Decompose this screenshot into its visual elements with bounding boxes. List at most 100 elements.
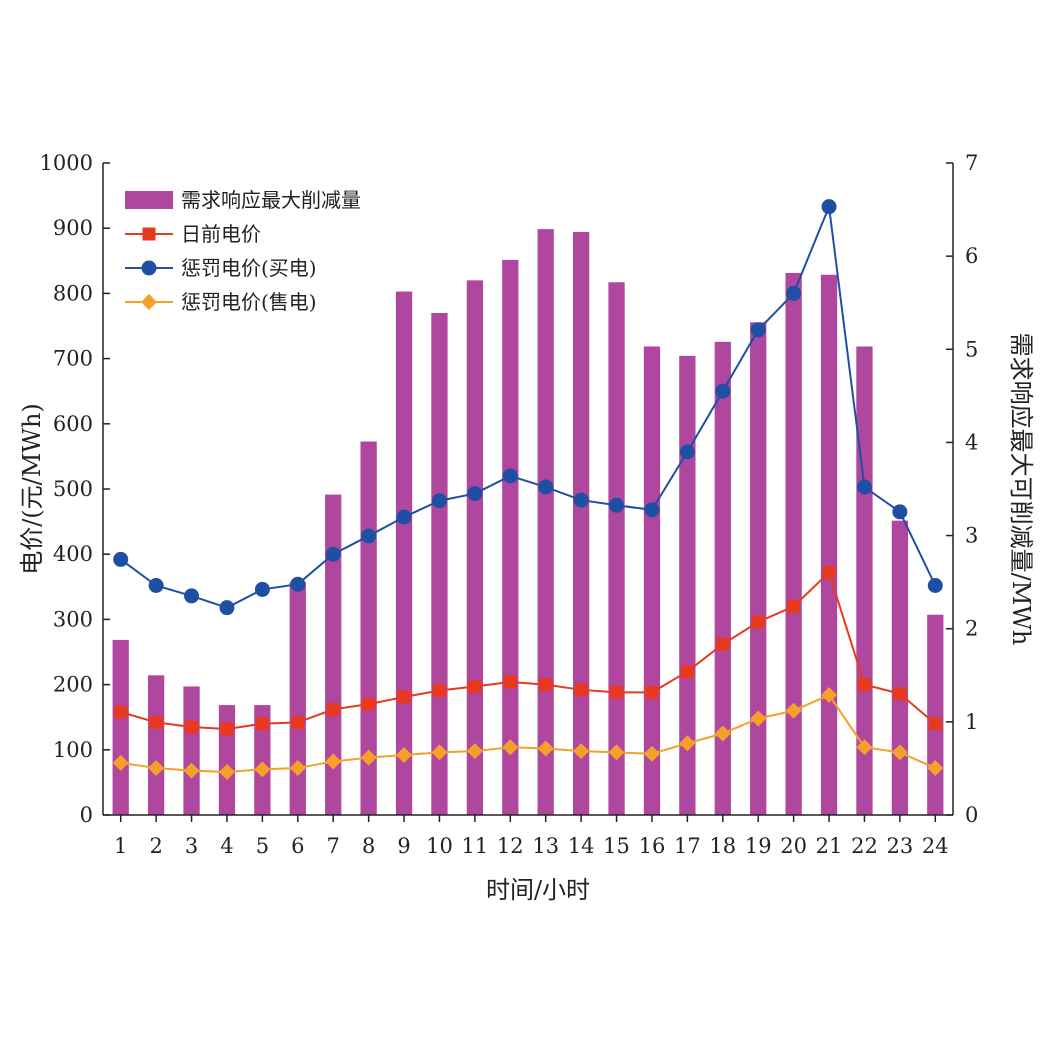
point-circle-21 <box>821 199 837 215</box>
point-circle-3 <box>184 588 200 604</box>
point-circle-1 <box>113 551 129 567</box>
point-square-6 <box>291 715 305 729</box>
y-tick-label-left: 600 <box>53 412 93 436</box>
bar-5 <box>254 705 271 815</box>
point-circle-5 <box>254 581 270 597</box>
point-square-2 <box>149 715 163 729</box>
y-tick-label-left: 1000 <box>40 151 93 175</box>
y-tick-label-left: 0 <box>80 803 93 827</box>
point-square-14 <box>574 683 588 697</box>
point-diamond-4 <box>218 763 235 780</box>
x-tick-label: 4 <box>220 834 233 858</box>
bar-4 <box>218 705 236 815</box>
y-tick-label-left: 500 <box>53 477 93 501</box>
line-series-2 <box>120 693 936 773</box>
point-diamond-22 <box>856 739 873 756</box>
x-tick-label: 17 <box>674 834 701 858</box>
point-diamond-14 <box>573 743 590 760</box>
x-tick-label: 20 <box>780 834 807 858</box>
line-series-0 <box>120 570 936 730</box>
axes: 0100200300400500600700800900100001234567… <box>40 151 979 858</box>
point-square-9 <box>397 690 411 704</box>
x-tick-label: 3 <box>185 834 198 858</box>
bar-1 <box>112 639 129 815</box>
point-square-12 <box>503 675 517 689</box>
point-diamond-13 <box>537 740 554 757</box>
y-tick-label-left: 400 <box>53 542 93 566</box>
point-square-23 <box>893 687 907 701</box>
point-circle-24 <box>927 577 943 593</box>
y-tick-label-right: 7 <box>965 151 978 175</box>
point-diamond-10 <box>431 744 448 761</box>
point-square-8 <box>362 697 376 711</box>
point-circle-11 <box>467 486 483 502</box>
point-diamond-9 <box>396 747 413 764</box>
x-tick-label: 24 <box>922 834 949 858</box>
point-circle-12 <box>502 468 518 484</box>
y-tick-label-right: 6 <box>965 244 978 268</box>
x-tick-label: 19 <box>745 834 772 858</box>
legend-label: 惩罚电价(买电) <box>181 256 317 280</box>
point-circle-9 <box>396 509 412 525</box>
point-square-13 <box>539 678 553 692</box>
point-circle-23 <box>892 504 908 520</box>
y-tick-label-left: 800 <box>53 281 93 305</box>
point-square-11 <box>468 680 482 694</box>
point-circle-17 <box>679 444 695 460</box>
y-tick-label-right: 5 <box>965 337 978 361</box>
bar-9 <box>395 291 413 816</box>
y-axis-title-right: 需求响应最大可削减量/MWh <box>1007 333 1035 646</box>
legend-label: 需求响应最大削减量 <box>181 188 361 212</box>
point-square-19 <box>751 615 765 629</box>
point-diamond-1 <box>112 754 129 771</box>
point-diamond-15 <box>608 744 625 761</box>
y-tick-label-left: 100 <box>53 738 93 762</box>
point-circle-14 <box>573 492 589 508</box>
point-square-4 <box>220 722 234 736</box>
point-circle-4 <box>219 600 235 616</box>
point-diamond-8 <box>360 749 377 766</box>
point-diamond-21 <box>821 687 838 704</box>
y-tick-label-right: 3 <box>965 524 978 548</box>
point-circle-18 <box>715 383 731 399</box>
point-diamond-11 <box>466 743 483 760</box>
point-square-20 <box>787 599 801 613</box>
line-series <box>112 199 944 780</box>
legend-marker-square <box>142 227 156 241</box>
bar-20 <box>785 272 802 815</box>
x-tick-label: 14 <box>568 834 595 858</box>
legend-marker-diamond <box>141 294 157 310</box>
y-axis-title-left: 电价/(元/MWh) <box>18 403 46 575</box>
y-tick-label-right: 2 <box>965 617 978 641</box>
point-square-10 <box>432 683 446 697</box>
point-diamond-7 <box>325 753 342 770</box>
x-tick-label: 11 <box>462 834 489 858</box>
bar-3 <box>183 686 200 815</box>
legend-swatch-bar <box>125 191 173 209</box>
x-tick-label: 5 <box>256 834 269 858</box>
x-tick-label: 10 <box>426 834 453 858</box>
bar-13 <box>537 229 554 816</box>
point-square-3 <box>185 720 199 734</box>
x-tick-label: 1 <box>114 834 127 858</box>
point-diamond-20 <box>785 702 802 719</box>
x-tick-label: 13 <box>532 834 559 858</box>
bar-21 <box>820 274 838 815</box>
bar-18 <box>714 341 731 815</box>
point-circle-13 <box>538 479 554 495</box>
x-tick-label: 8 <box>362 834 375 858</box>
point-circle-16 <box>644 502 660 518</box>
x-tick-label: 21 <box>816 834 843 858</box>
bar-7 <box>325 494 342 815</box>
legend-label: 日前电价 <box>181 222 261 246</box>
point-diamond-2 <box>148 760 165 777</box>
bar-12 <box>502 259 519 816</box>
point-square-5 <box>255 717 269 731</box>
point-diamond-17 <box>679 735 696 752</box>
bar-2 <box>147 675 165 815</box>
point-circle-20 <box>786 285 802 301</box>
x-tick-label: 22 <box>851 834 878 858</box>
point-diamond-16 <box>643 745 660 762</box>
